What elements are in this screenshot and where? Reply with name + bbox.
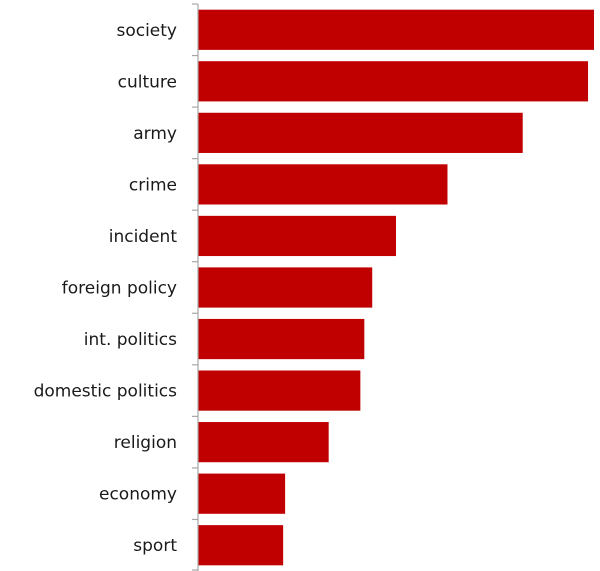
category-label: culture — [118, 72, 177, 92]
bar-army — [198, 112, 523, 153]
bars-layer — [198, 9, 594, 566]
bar-economy — [198, 473, 286, 514]
category-labels: society culture army crime incident foreign p… — [34, 21, 178, 556]
bar-culture — [198, 61, 589, 102]
category-label: incident — [109, 227, 178, 247]
bar-society — [198, 9, 594, 50]
bar-crime — [198, 164, 448, 205]
bar-domestic-politics — [198, 370, 361, 411]
category-label: domestic politics — [34, 382, 178, 402]
category-label: foreign policy — [62, 279, 177, 299]
bar-int-politics — [198, 318, 365, 360]
category-label: int. politics — [84, 330, 177, 350]
bar-sport — [198, 525, 284, 566]
category-label: society — [116, 21, 177, 41]
bar-incident — [198, 215, 396, 257]
category-label: sport — [133, 536, 177, 556]
category-label: crime — [129, 175, 177, 195]
category-label: religion — [114, 433, 177, 453]
category-label: army — [133, 124, 177, 144]
bar-foreign-policy — [198, 267, 373, 308]
bar-religion — [198, 422, 329, 463]
category-label: economy — [99, 485, 177, 505]
category-axis — [192, 3, 199, 571]
